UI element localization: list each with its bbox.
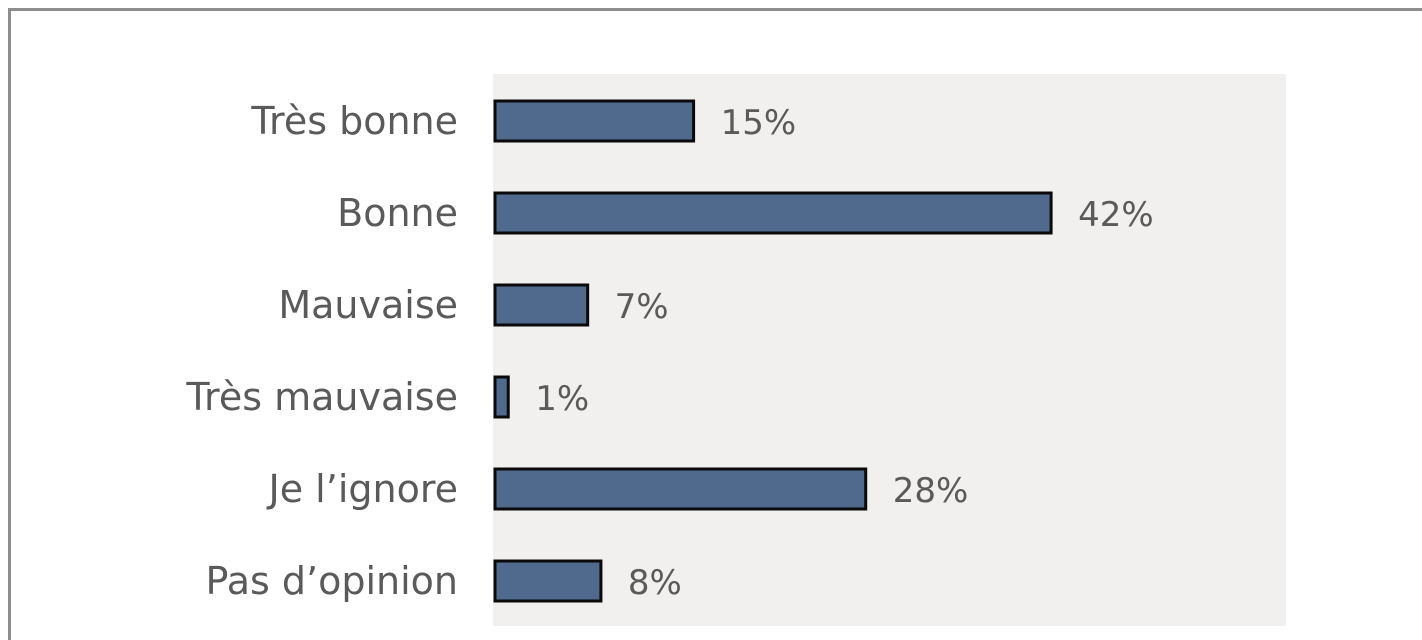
category-label-bonne: Bonne (337, 191, 458, 235)
category-label-mauvaise: Mauvaise (278, 283, 458, 327)
bar-mauvaise (493, 283, 590, 327)
category-label-je-l-ignore: Je l’ignore (267, 467, 458, 511)
value-label-je-l-ignore: 28% (893, 471, 969, 511)
bars-layer (493, 99, 1053, 603)
category-label-tres-bonne: Très bonne (250, 99, 458, 143)
value-label-mauvaise: 7% (615, 287, 669, 327)
category-label-tres-mauvaise: Très mauvaise (185, 375, 458, 419)
bar-bonne (493, 191, 1053, 235)
bar-tres-mauvaise (493, 375, 510, 419)
bar-pas-d-opinion (493, 559, 603, 603)
chart-frame (8, 8, 1422, 640)
category-label-pas-d-opinion: Pas d’opinion (206, 559, 458, 603)
value-label-bonne: 42% (1078, 195, 1154, 235)
bar-tres-bonne (493, 99, 696, 143)
value-label-tres-mauvaise: 1% (535, 379, 589, 419)
labels-layer: Très bonne 15% Bonne 42% Mauvaise 7% Très mauv… (185, 99, 1153, 603)
bar-je-l-ignore (493, 467, 868, 511)
plot-area (493, 74, 1286, 626)
value-label-pas-d-opinion: 8% (628, 563, 682, 603)
value-label-tres-bonne: 15% (721, 103, 797, 143)
